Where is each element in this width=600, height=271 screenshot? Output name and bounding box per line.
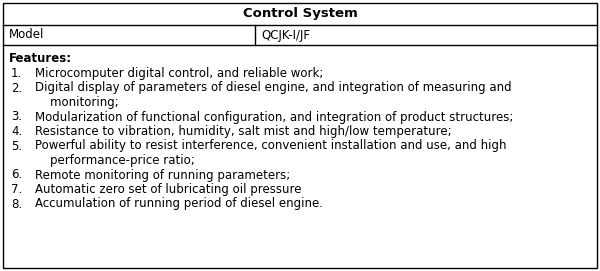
Text: 2.: 2. bbox=[11, 82, 22, 95]
Text: Digital display of parameters of diesel engine, and integration of measuring and: Digital display of parameters of diesel … bbox=[35, 82, 512, 95]
Text: performance-price ratio;: performance-price ratio; bbox=[35, 154, 195, 167]
Text: Accumulation of running period of diesel engine.: Accumulation of running period of diesel… bbox=[35, 198, 323, 211]
Text: Model: Model bbox=[9, 28, 44, 41]
Text: QCJK-I/JF: QCJK-I/JF bbox=[262, 28, 310, 41]
Text: Modularization of functional configuration, and integration of product structure: Modularization of functional configurati… bbox=[35, 111, 514, 124]
Text: 5.: 5. bbox=[11, 140, 22, 153]
Text: Remote monitoring of running parameters;: Remote monitoring of running parameters; bbox=[35, 169, 290, 182]
Text: 7.: 7. bbox=[11, 183, 22, 196]
Text: Powerful ability to resist interference, convenient installation and use, and hi: Powerful ability to resist interference,… bbox=[35, 140, 506, 153]
Text: 3.: 3. bbox=[11, 111, 22, 124]
Text: Resistance to vibration, humidity, salt mist and high/low temperature;: Resistance to vibration, humidity, salt … bbox=[35, 125, 452, 138]
Text: Microcomputer digital control, and reliable work;: Microcomputer digital control, and relia… bbox=[35, 67, 323, 80]
Text: 1.: 1. bbox=[11, 67, 22, 80]
Text: Control System: Control System bbox=[242, 8, 358, 21]
Text: monitoring;: monitoring; bbox=[35, 96, 119, 109]
Text: Automatic zero set of lubricating oil pressure: Automatic zero set of lubricating oil pr… bbox=[35, 183, 302, 196]
Text: 6.: 6. bbox=[11, 169, 22, 182]
Text: Features:: Features: bbox=[9, 51, 72, 64]
Text: 8.: 8. bbox=[11, 198, 22, 211]
Text: 4.: 4. bbox=[11, 125, 22, 138]
